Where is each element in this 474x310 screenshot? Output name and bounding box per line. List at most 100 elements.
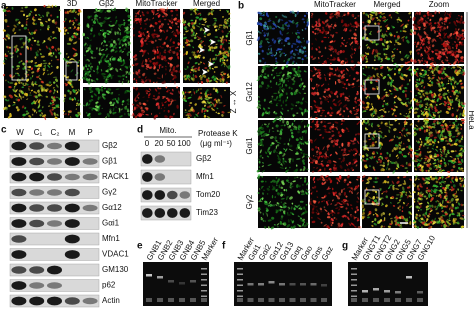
micrograph-signal [270,73,273,76]
micrograph-signal [145,35,148,38]
micrograph-signal [168,20,172,23]
micrograph-signal [197,54,202,57]
micrograph-signal [159,45,162,48]
micrograph-signal [271,38,275,41]
micrograph-signal [222,58,224,61]
panel-label: c [1,125,7,136]
micrograph-signal [294,70,298,74]
micrograph-signal [406,56,409,59]
micrograph-signal [278,88,281,92]
micrograph-signal [149,79,152,83]
micrograph-signal [105,44,108,47]
micrograph-signal [90,32,92,35]
micrograph-signal [115,19,118,22]
micrograph-signal [333,24,337,27]
micrograph-signal [36,69,40,73]
micrograph-signal [431,59,435,62]
micrograph-signal [288,86,291,89]
column-header: P [87,128,92,137]
micrograph-signal [287,109,290,112]
micrograph-signal [100,59,102,63]
micrograph-signal [21,24,24,28]
micrograph-signal [380,11,382,14]
micrograph-signal [220,74,224,76]
micrograph-signal [13,24,17,28]
micrograph-signal [323,36,327,39]
micrograph-signal [121,101,124,103]
micrograph-signal [420,209,423,211]
blot-band [29,172,45,182]
micrograph-signal [292,52,296,56]
micrograph-signal [269,80,272,83]
micrograph-signal [28,40,30,43]
micrograph-signal [379,29,382,32]
micrograph-signal [275,57,278,60]
micrograph-signal [12,27,16,32]
micrograph-signal [86,44,89,46]
micrograph-signal [123,48,126,50]
micrograph-signal [66,61,69,65]
micrograph-signal [194,62,198,65]
micrograph-signal [166,10,168,13]
micrograph-signal [104,11,107,14]
micrograph-signal [278,50,281,53]
micrograph-signal [314,32,317,35]
micrograph-signal [172,66,176,71]
micrograph-signal [324,30,329,33]
micrograph-signal [109,110,112,114]
micrograph-signal [375,43,378,46]
micrograph-signal [171,21,174,24]
blot-band [11,141,27,151]
micrograph-signal [460,41,463,45]
micrograph-signal [109,108,112,111]
micrograph-signal [206,105,212,109]
micrograph-signal [185,68,187,70]
micrograph-signal [40,55,45,58]
micrograph-signal [391,25,394,29]
micrograph-signal [328,48,332,51]
micrograph-signal [312,30,314,34]
micrograph-signal [437,24,440,27]
micrograph-signal [273,54,277,57]
micrograph-signal [264,61,267,65]
primer-dimer [351,298,357,302]
micrograph-signal [185,26,188,29]
micrograph-signal [115,88,120,90]
micrograph-signal [63,113,65,116]
micrograph-signal [262,14,265,16]
micrograph-signal [365,44,368,47]
micrograph-signal [72,22,75,24]
blot-band [47,173,62,181]
micrograph-signal [222,81,225,84]
micrograph-signal [114,50,118,53]
micrograph-signal [168,57,173,61]
micrograph-signal [287,211,289,215]
micrograph-signal [85,71,87,74]
micrograph-signal [332,26,335,30]
micrograph-signal [47,64,51,68]
micrograph-signal [430,57,434,60]
micrograph-signal [212,76,215,79]
micrograph-signal [188,91,192,93]
micrograph-signal [65,83,69,87]
micrograph-signal [365,37,369,40]
micrograph-signal [219,79,222,83]
micrograph-signal [417,18,420,22]
micrograph-signal [276,74,281,77]
micrograph-signal [183,27,187,31]
micrograph-signal [202,62,206,65]
micrograph-signal [128,71,131,76]
micrograph-signal [263,75,268,79]
micrograph-signal [454,56,458,61]
micrograph-signal [16,68,20,70]
panel-label: d [137,125,143,136]
micrograph-signal [221,35,224,39]
micrograph-signal [287,27,289,30]
micrograph-signal [77,99,80,102]
micrograph-signal [402,25,406,30]
micrograph-signal [440,17,444,21]
micrograph-signal [427,41,431,45]
micrograph-signal [296,31,301,34]
micrograph-signal [211,107,213,110]
micrograph-signal [93,16,96,19]
